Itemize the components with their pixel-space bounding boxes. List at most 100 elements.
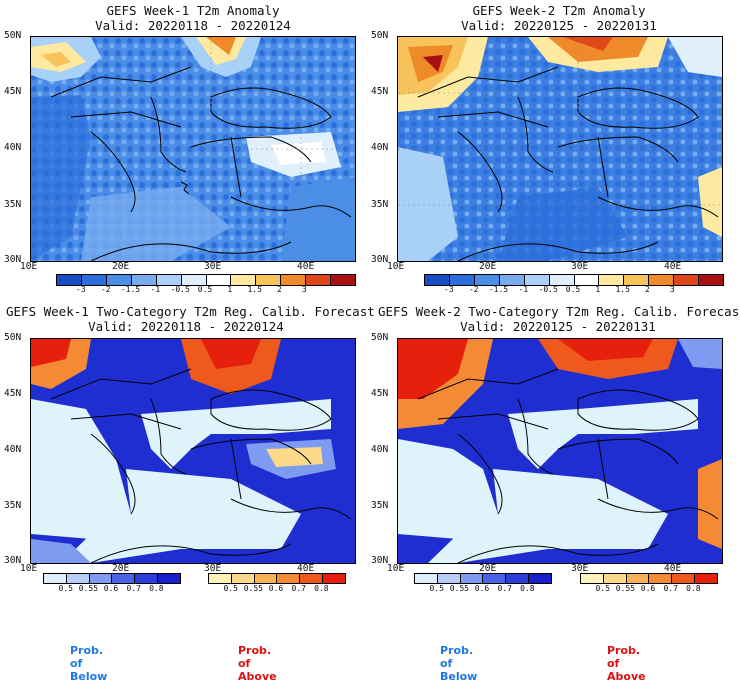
colorbar-tick-label: -2 xyxy=(468,285,479,294)
prob-above-colorbar-ticks: 0.5 0.55 0.6 0.7 0.8 xyxy=(580,584,716,594)
lat-label-35n: 35N xyxy=(4,500,22,511)
probability-map xyxy=(30,338,356,564)
anomaly-colorbar-swatch xyxy=(156,275,182,285)
lat-label-35n: 35N xyxy=(4,199,22,210)
prob-above-colorbar-swatch xyxy=(277,574,301,583)
colorbar-tick-label: 0.7 xyxy=(291,584,306,593)
colorbar-tick-label: -2 xyxy=(100,285,111,294)
colorbar-tick-label: -3 xyxy=(444,285,454,294)
panel-valid-date: Valid: 20220118 - 20220124 xyxy=(88,319,284,334)
prob-below-colorbar-swatch xyxy=(44,574,67,583)
colorbar-tick-label: -1.5 xyxy=(120,285,141,294)
lat-label-50n: 50N xyxy=(4,332,22,343)
prob-below-colorbar-swatch xyxy=(66,574,90,583)
colorbar-tick-label: 0.8 xyxy=(520,584,535,593)
colorbar-tick-label: 0.8 xyxy=(314,584,329,593)
prob-below-colorbar-swatch xyxy=(437,574,461,583)
anomaly-colorbar-swatch xyxy=(699,275,724,285)
anomaly-colorbar-swatch xyxy=(131,275,157,285)
anomaly-colorbar-swatch xyxy=(425,275,450,285)
lat-label-45n: 45N xyxy=(371,388,389,399)
colorbar-tick-label: 0.55 xyxy=(78,584,98,593)
prob-above-colorbar xyxy=(580,573,718,584)
lat-label-40n: 40N xyxy=(4,444,22,455)
lat-label-30n: 30N xyxy=(371,254,389,265)
anomaly-colorbar-ticks: -3 -2 -1.5 -1 -0.5 0.5 1 1.5 2 3 xyxy=(424,285,722,295)
panel-title: GEFS Week-2 T2m Anomaly xyxy=(472,3,646,18)
anomaly-colorbar-ticks: -3 -2 -1.5 -1 -0.5 0.5 1 1.5 2 3 xyxy=(56,285,354,295)
colorbar-tick-label: 0.6 xyxy=(103,584,119,593)
anomaly-colorbar xyxy=(424,274,724,286)
colorbar-tick-label: -3 xyxy=(76,285,86,294)
colorbar-tick-label: 3 xyxy=(669,285,675,294)
prob-below-colorbar-swatch xyxy=(158,574,180,583)
lon-label-10e: 10E xyxy=(20,261,38,272)
lat-label-45n: 45N xyxy=(4,388,22,399)
colorbar-tick-label: 0.7 xyxy=(126,584,141,593)
probability-map xyxy=(397,338,723,564)
prob-below-colorbar xyxy=(43,573,181,584)
prob-above-colorbar-swatch xyxy=(626,574,650,583)
anomaly-colorbar-swatch xyxy=(524,275,550,285)
lat-label-45n: 45N xyxy=(371,86,389,97)
anomaly-colorbar-swatch xyxy=(231,275,257,285)
colorbar-tick-label: 1 xyxy=(227,285,233,294)
prob-below-colorbar-ticks: 0.5 0.55 0.6 0.7 0.8 xyxy=(414,584,550,594)
colorbar-tick-label: 0.5 xyxy=(565,285,581,294)
prob-above-colorbar-swatch xyxy=(254,574,278,583)
panel-title: GEFS Week-1 Two-Category T2m Reg. Calib.… xyxy=(6,304,375,319)
lat-label-45n: 45N xyxy=(4,86,22,97)
colorbar-tick-label: 0.5 xyxy=(429,584,444,593)
lat-label-30n: 30N xyxy=(371,555,389,566)
colorbar-tick-label: 0.8 xyxy=(686,584,701,593)
lat-label-50n: 50N xyxy=(371,332,389,343)
colorbar-tick-label: -1 xyxy=(518,285,529,294)
lon-label-40e: 40E xyxy=(297,261,315,272)
prob-above-colorbar xyxy=(208,573,346,584)
prob-below-colorbar-ticks: 0.5 0.55 0.6 0.7 0.8 xyxy=(43,584,179,594)
anomaly-colorbar-swatch xyxy=(574,275,600,285)
anomaly-colorbar-swatch xyxy=(649,275,675,285)
colorbar-tick-label: -1.5 xyxy=(488,285,509,294)
lon-label-20e: 20E xyxy=(112,261,130,272)
prob-below-colorbar-swatch xyxy=(89,574,113,583)
colorbar-tick-label: 0.6 xyxy=(268,584,284,593)
anomaly-colorbar-swatch xyxy=(281,275,307,285)
colorbar-tick-label: 0.5 xyxy=(595,584,610,593)
colorbar-tick-label: 0.8 xyxy=(149,584,164,593)
anomaly-colorbar xyxy=(56,274,356,286)
lat-label-30n: 30N xyxy=(4,555,22,566)
anomaly-map xyxy=(397,36,723,262)
lon-label-20e: 20E xyxy=(479,261,497,272)
anomaly-colorbar-swatch xyxy=(181,275,207,285)
colorbar-tick-label: -0.5 xyxy=(538,285,558,294)
colorbar-tick-label: 0.7 xyxy=(663,584,678,593)
prob-below-colorbar-swatch xyxy=(460,574,484,583)
prob-above-colorbar-swatch xyxy=(695,574,717,583)
prob-below-label: Prob. of Below xyxy=(440,644,478,683)
prob-below-colorbar-swatch xyxy=(483,574,507,583)
lat-label-50n: 50N xyxy=(4,30,22,41)
lat-label-35n: 35N xyxy=(371,199,389,210)
panel-valid-date: Valid: 20220125 - 20220131 xyxy=(460,319,656,334)
prob-above-colorbar-swatch xyxy=(603,574,627,583)
anomaly-colorbar-swatch xyxy=(599,275,625,285)
anomaly-colorbar-swatch xyxy=(57,275,82,285)
prob-above-colorbar-swatch xyxy=(581,574,604,583)
lon-label-40e: 40E xyxy=(297,563,315,574)
colorbar-tick-label: 3 xyxy=(301,285,307,294)
colorbar-tick-label: 0.6 xyxy=(474,584,490,593)
prob-above-colorbar-swatch xyxy=(323,574,345,583)
anomaly-colorbar-swatch xyxy=(624,275,650,285)
lon-label-30e: 30E xyxy=(204,563,222,574)
anomaly-colorbar-swatch xyxy=(449,275,475,285)
anomaly-colorbar-swatch xyxy=(206,275,232,285)
prob-above-colorbar-ticks: 0.5 0.55 0.6 0.7 0.8 xyxy=(208,584,344,594)
colorbar-tick-label: 1.5 xyxy=(615,285,630,294)
lat-label-40n: 40N xyxy=(371,142,389,153)
lon-label-40e: 40E xyxy=(664,563,682,574)
anomaly-colorbar-swatch xyxy=(549,275,575,285)
prob-above-colorbar-swatch xyxy=(231,574,255,583)
colorbar-tick-label: 1 xyxy=(595,285,601,294)
prob-below-colorbar-swatch xyxy=(415,574,438,583)
